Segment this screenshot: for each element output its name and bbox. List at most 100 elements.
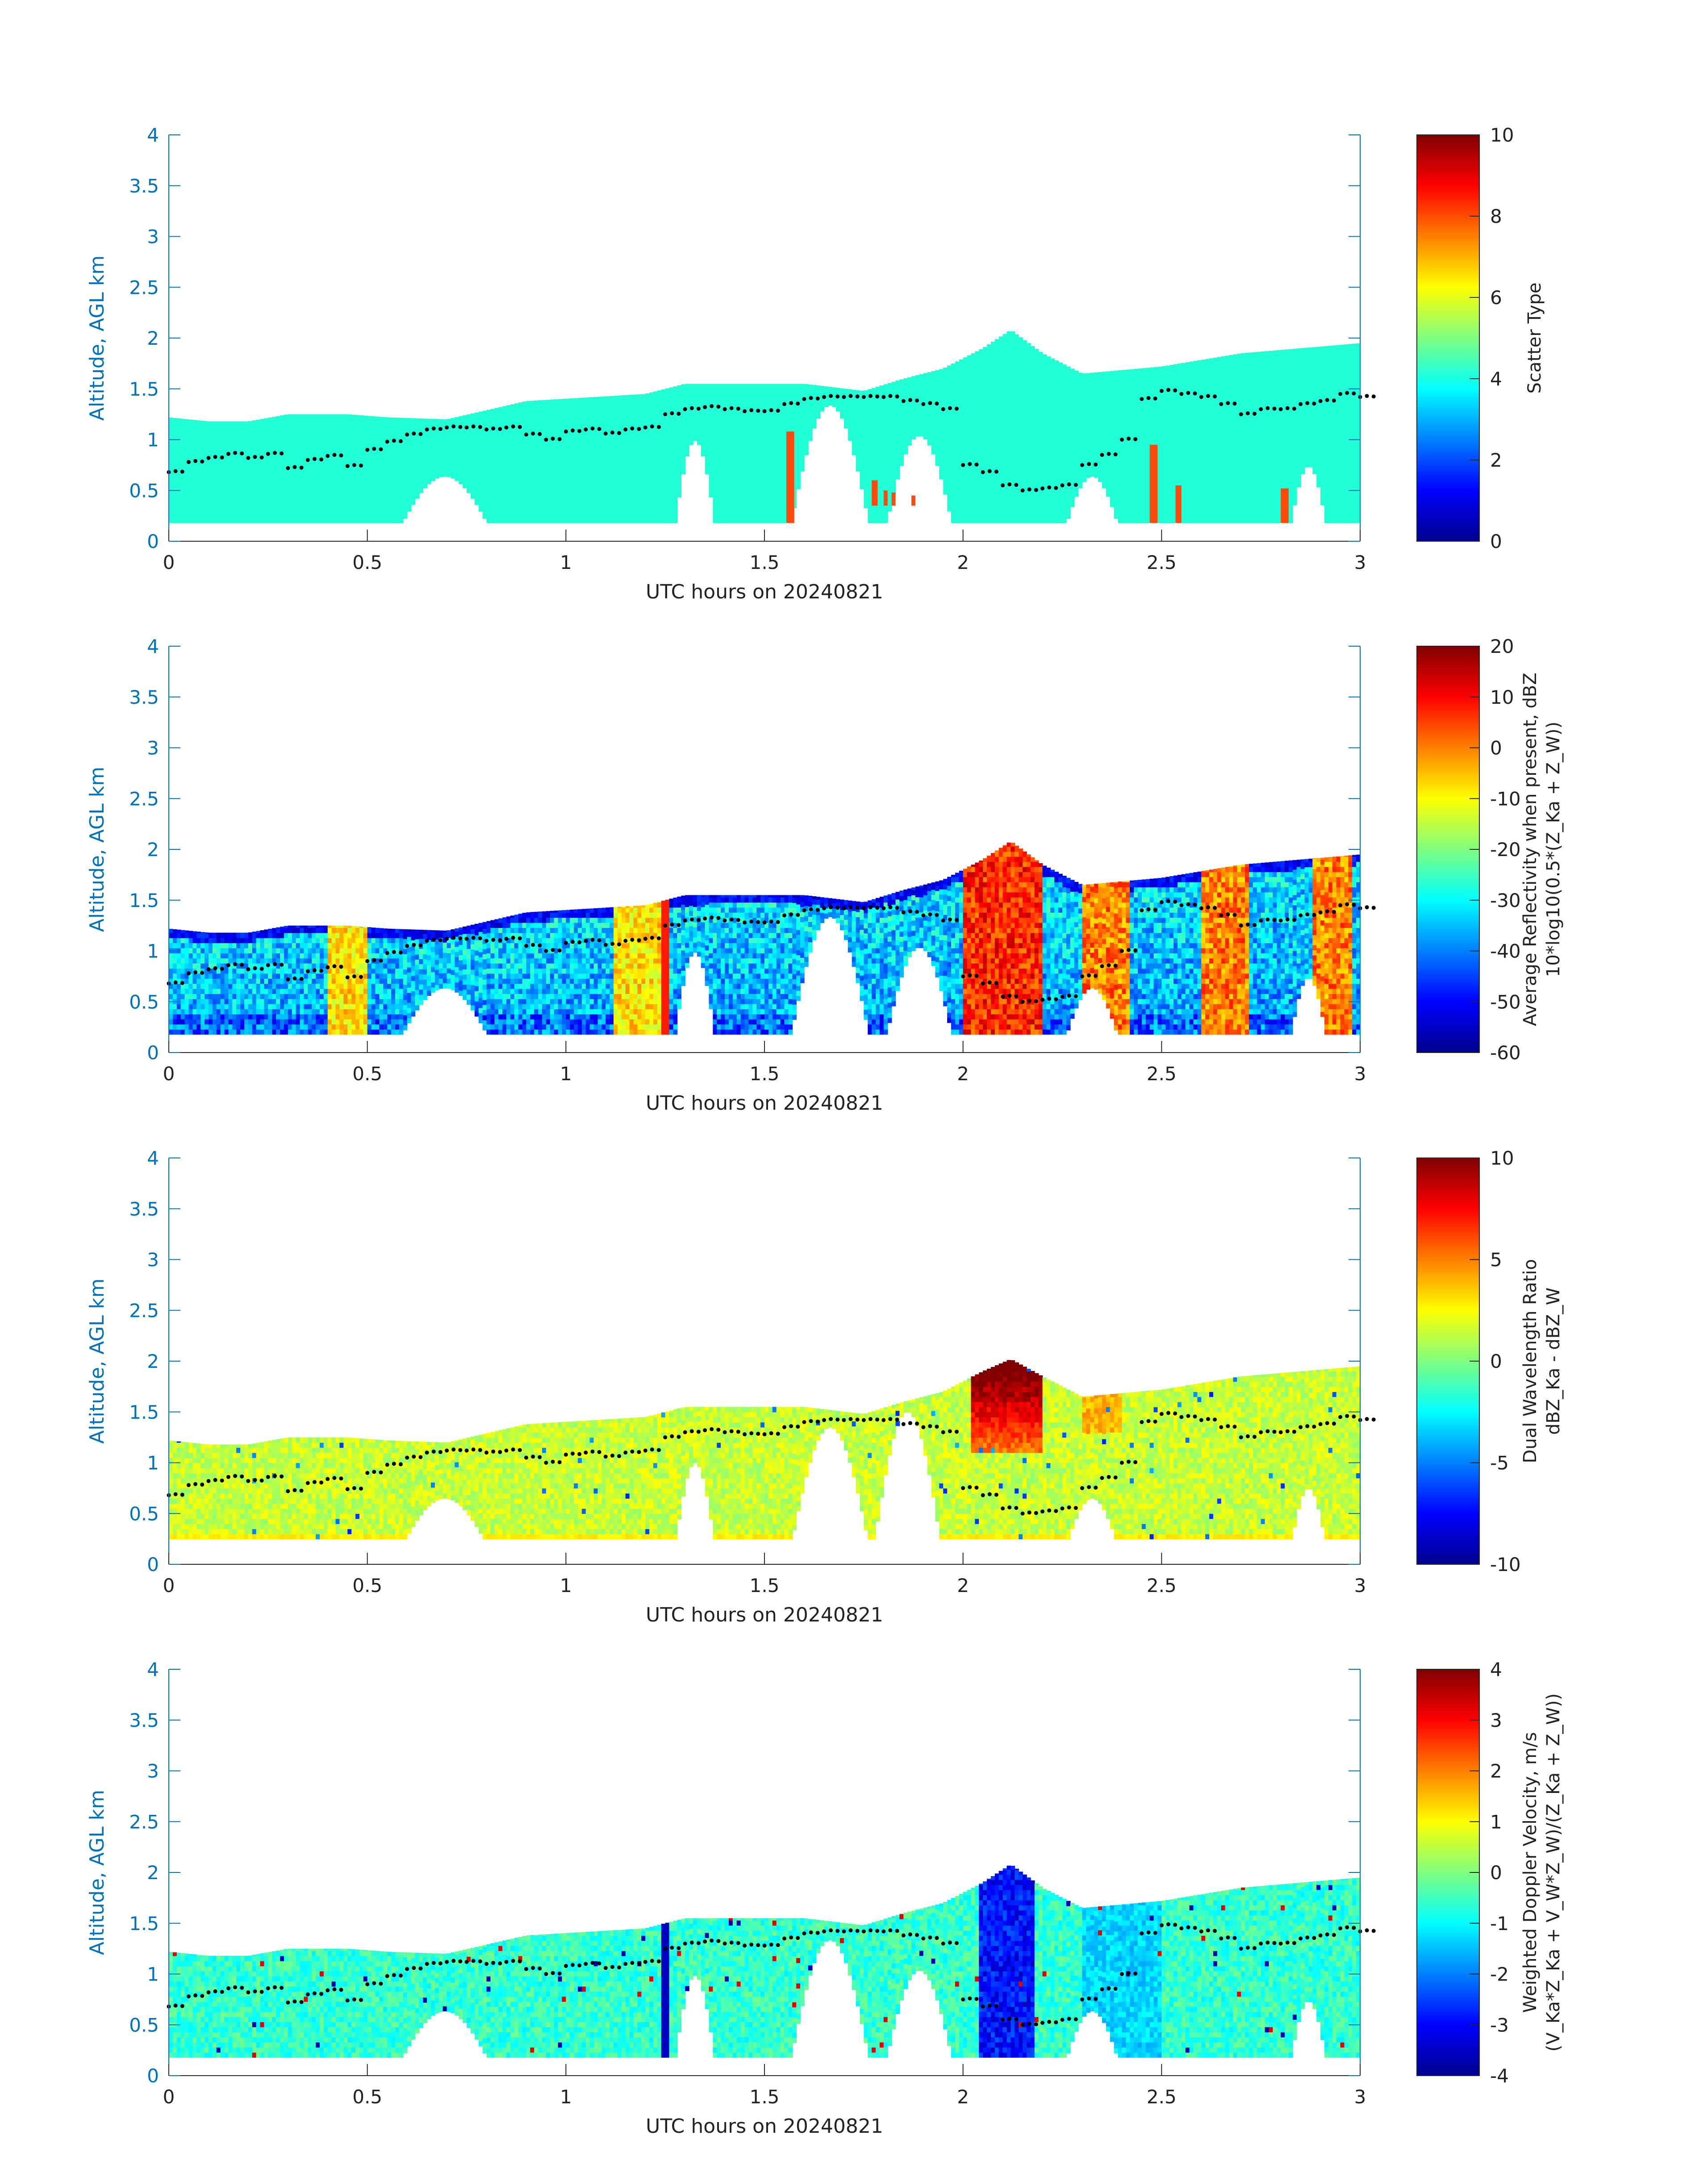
heatmap-cell (943, 950, 948, 956)
heatmap-cell (542, 911, 547, 913)
data-point (948, 406, 952, 410)
heatmap-cell (391, 928, 396, 933)
heatmap-cell (971, 1019, 976, 1025)
heatmap-cell (538, 922, 543, 928)
data-point (782, 402, 786, 406)
heatmap-cell (665, 1014, 670, 1020)
heatmap-cell (482, 999, 487, 1005)
heatmap-cell (542, 917, 547, 923)
heatmap-cell (895, 935, 900, 940)
heatmap-cell (415, 418, 420, 499)
heatmap-cell (363, 953, 368, 959)
heatmap-cell (248, 948, 253, 953)
heatmap-cell (939, 919, 944, 925)
heatmap-cell (530, 1009, 535, 1015)
heatmap-cell (316, 1024, 320, 1030)
heatmap-cell (629, 1003, 634, 1009)
heatmap-cell (776, 1029, 781, 1035)
heatmap-cell (971, 865, 976, 867)
heatmap-cell (470, 1000, 475, 1006)
heatmap-cell (891, 909, 896, 915)
heatmap-cell (653, 948, 658, 953)
heatmap-cell (407, 418, 412, 512)
heatmap-cell (188, 948, 193, 953)
heatmap-cell (943, 945, 948, 951)
heatmap-cell (430, 941, 435, 947)
heatmap-cell (653, 1003, 658, 1009)
heatmap-cell (879, 963, 884, 969)
heatmap-cell (943, 899, 948, 905)
heatmap-cell (725, 973, 729, 979)
heatmap-cell (589, 908, 594, 913)
heatmap-cell (526, 1029, 531, 1035)
heatmap-cell (518, 994, 523, 999)
heatmap-cell (756, 994, 761, 999)
heatmap-cell (359, 415, 364, 523)
heatmap-cell (975, 983, 980, 989)
heatmap-cell (860, 990, 864, 996)
heatmap-cell (657, 937, 662, 944)
heatmap-cell (319, 943, 324, 949)
heatmap-cell (335, 932, 340, 938)
heatmap-cell (709, 999, 714, 1004)
heatmap-cell (343, 937, 348, 944)
heatmap-cell (661, 917, 666, 923)
heatmap-cell (935, 881, 940, 886)
heatmap-cell (828, 898, 832, 902)
heatmap-cell (744, 1009, 749, 1015)
heatmap-cell (931, 910, 936, 915)
heatmap-cell (335, 958, 340, 964)
heatmap-cell (482, 1020, 487, 1026)
heatmap-cell (610, 948, 614, 953)
heatmap-cell (244, 937, 249, 944)
heatmap-cell (180, 1014, 185, 1020)
heatmap-cell (459, 975, 463, 981)
heatmap-cell (423, 418, 427, 489)
heatmap-cell (205, 973, 209, 979)
heatmap-cell (486, 1019, 491, 1025)
heatmap-cell (534, 988, 539, 994)
heatmap-cell (546, 937, 551, 944)
heatmap-cell (367, 978, 372, 984)
heatmap-cell (721, 928, 725, 933)
heatmap-cell (788, 922, 793, 928)
heatmap-cell (355, 973, 360, 979)
heatmap-cell (574, 1003, 578, 1009)
heatmap-cell (212, 1024, 217, 1030)
heatmap-cell (200, 932, 205, 938)
heatmap-cell (367, 994, 372, 999)
heatmap-cell (868, 1009, 872, 1015)
heatmap-cell (530, 953, 535, 959)
heatmap-cell (808, 384, 813, 441)
heatmap-cell (216, 963, 221, 969)
heatmap-cell (653, 953, 658, 959)
heatmap-cell (518, 1029, 523, 1035)
heatmap-cell (335, 963, 340, 969)
heatmap-cell (824, 908, 829, 914)
heatmap-cell (601, 963, 606, 969)
heatmap-cell (212, 1029, 217, 1035)
heatmap-cell (1225, 355, 1230, 523)
heatmap-cell (975, 1019, 980, 1025)
heatmap-cell (308, 925, 312, 928)
heatmap-cell (856, 937, 860, 943)
heatmap-cell (240, 1019, 245, 1025)
heatmap-cell (335, 994, 340, 999)
heatmap-cell (558, 973, 563, 979)
heatmap-cell (681, 915, 685, 920)
heatmap-cell (824, 386, 829, 407)
heatmap-cell (927, 906, 932, 912)
heatmap-cell (276, 968, 280, 974)
heatmap-cell (427, 980, 431, 986)
heatmap-cell (601, 1003, 606, 1009)
heatmap-cell (617, 395, 622, 523)
heatmap-cell (593, 937, 598, 944)
heatmap-cell (601, 973, 606, 979)
heatmap-cell (788, 917, 793, 923)
heatmap-cell (876, 1029, 880, 1035)
heatmap-cell (597, 943, 602, 949)
data-point (1206, 394, 1210, 398)
heatmap-cell (721, 937, 725, 944)
heatmap-cell (574, 983, 578, 989)
heatmap-cell (1118, 370, 1123, 523)
